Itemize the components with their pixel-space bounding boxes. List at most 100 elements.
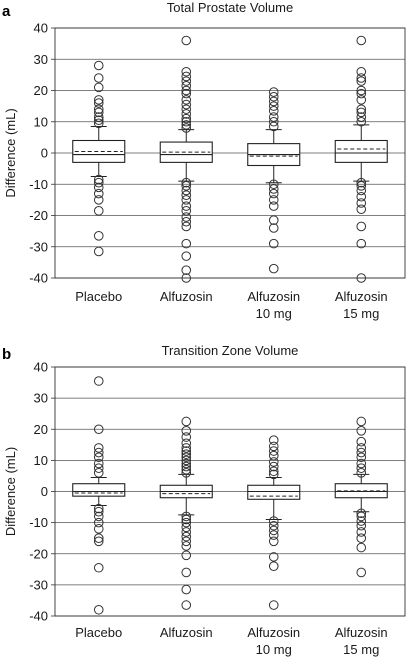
- outlier-point: [356, 66, 367, 77]
- box-group-4: [334, 416, 388, 578]
- y-axis-label: Difference (mL): [3, 108, 18, 197]
- outlier-point: [93, 195, 104, 205]
- outlier-point: [93, 447, 104, 458]
- outlier-point: [181, 458, 192, 469]
- outlier-point: [268, 121, 279, 132]
- box-group-2: [159, 35, 213, 283]
- outlier-point: [93, 463, 104, 473]
- outlier-point: [268, 263, 279, 274]
- outlier-point: [93, 517, 104, 528]
- outlier-point: [93, 506, 104, 517]
- x-category-label: Alfuzosin: [335, 289, 388, 304]
- outlier-point: [93, 562, 104, 573]
- x-category-label: Alfuzosin: [335, 625, 388, 640]
- x-category-label: Alfuzosin: [160, 289, 213, 304]
- outlier-point: [181, 95, 192, 105]
- outlier-point: [93, 533, 104, 543]
- outlier-point: [181, 177, 192, 188]
- y-tick-label: -20: [29, 546, 48, 561]
- box-group-3: [247, 435, 301, 610]
- outlier-point: [93, 443, 104, 453]
- outlier-point: [181, 265, 192, 275]
- outlier-point: [181, 426, 192, 436]
- outlier-point: [93, 511, 104, 522]
- outlier-point: [93, 115, 104, 125]
- outlier-point: [181, 99, 192, 110]
- outlier-point: [93, 95, 104, 105]
- outlier-point: [181, 584, 192, 595]
- outlier-point: [268, 106, 279, 116]
- outlier-point: [181, 71, 192, 82]
- outlier-point: [181, 461, 192, 472]
- outlier-point: [181, 600, 192, 610]
- outlier-point: [181, 446, 192, 456]
- outlier-point: [93, 177, 104, 188]
- outlier-point: [268, 530, 279, 540]
- outlier-point: [356, 95, 367, 105]
- outlier-point: [181, 432, 192, 442]
- box-iqr: [159, 141, 213, 163]
- outlier-point: [93, 458, 104, 469]
- outlier-point: [356, 112, 367, 122]
- outlier-point: [93, 182, 104, 193]
- outlier-point: [356, 452, 367, 463]
- x-category-label: Alfuzosin: [160, 625, 213, 640]
- outlier-point: [356, 463, 367, 473]
- outlier-point: [268, 96, 279, 107]
- outlier-point: [181, 85, 192, 96]
- outlier-point: [268, 179, 279, 190]
- outlier-point: [268, 561, 279, 572]
- outlier-point: [356, 221, 367, 232]
- outlier-point: [181, 517, 192, 528]
- outlier-point: [93, 206, 104, 216]
- y-tick-label: -30: [29, 577, 48, 592]
- outlier-point: [268, 446, 279, 456]
- outlier-point: [356, 191, 367, 202]
- outlier-point: [356, 508, 367, 519]
- x-category-label: 10 mg: [256, 306, 292, 321]
- x-category-label: Alfuzosin: [247, 289, 300, 304]
- box-iqr: [72, 139, 126, 163]
- outlier-point: [268, 461, 279, 472]
- panel-letter: a: [2, 3, 11, 20]
- outlier-point: [356, 436, 367, 447]
- outlier-point: [268, 91, 279, 102]
- outlier-point: [93, 246, 104, 257]
- outlier-point: [93, 107, 104, 118]
- outlier-point: [93, 231, 104, 241]
- outlier-point: [93, 376, 104, 386]
- outlier-point: [356, 511, 367, 522]
- outlier-point: [356, 527, 367, 537]
- outlier-point: [268, 441, 279, 452]
- outlier-point: [181, 104, 192, 115]
- outlier-point: [181, 120, 192, 130]
- box-group-2: [159, 416, 213, 610]
- outlier-point: [181, 443, 192, 453]
- x-category-label: Placebo: [75, 289, 122, 304]
- outlier-point: [356, 567, 367, 578]
- outlier-point: [181, 185, 192, 196]
- outlier-point: [356, 185, 367, 196]
- outlier-point: [93, 424, 104, 435]
- outlier-point: [181, 567, 192, 578]
- y-tick-label: 0: [41, 146, 48, 161]
- outlier-point: [181, 449, 192, 459]
- outlier-point: [268, 101, 279, 111]
- outlier-point: [93, 536, 104, 547]
- box-iqr: [72, 483, 126, 497]
- outlier-point: [268, 520, 279, 531]
- x-category-label: 10 mg: [256, 642, 292, 657]
- outlier-point: [356, 104, 367, 115]
- outlier-point: [356, 204, 367, 215]
- y-tick-label: 10: [34, 114, 48, 129]
- outlier-point: [93, 524, 104, 534]
- outlier-point: [181, 116, 192, 127]
- chart-panel-b: b Transition Zone Volume 40 30 20 10 0 -10 -20 -3…: [2, 343, 406, 657]
- outlier-point: [268, 469, 279, 480]
- outlier-point: [356, 468, 367, 478]
- x-category-label: Placebo: [75, 625, 122, 640]
- outlier-point: [181, 201, 192, 211]
- outlier-point: [268, 435, 279, 445]
- outlier-point: [356, 458, 367, 469]
- outlier-point: [356, 116, 367, 127]
